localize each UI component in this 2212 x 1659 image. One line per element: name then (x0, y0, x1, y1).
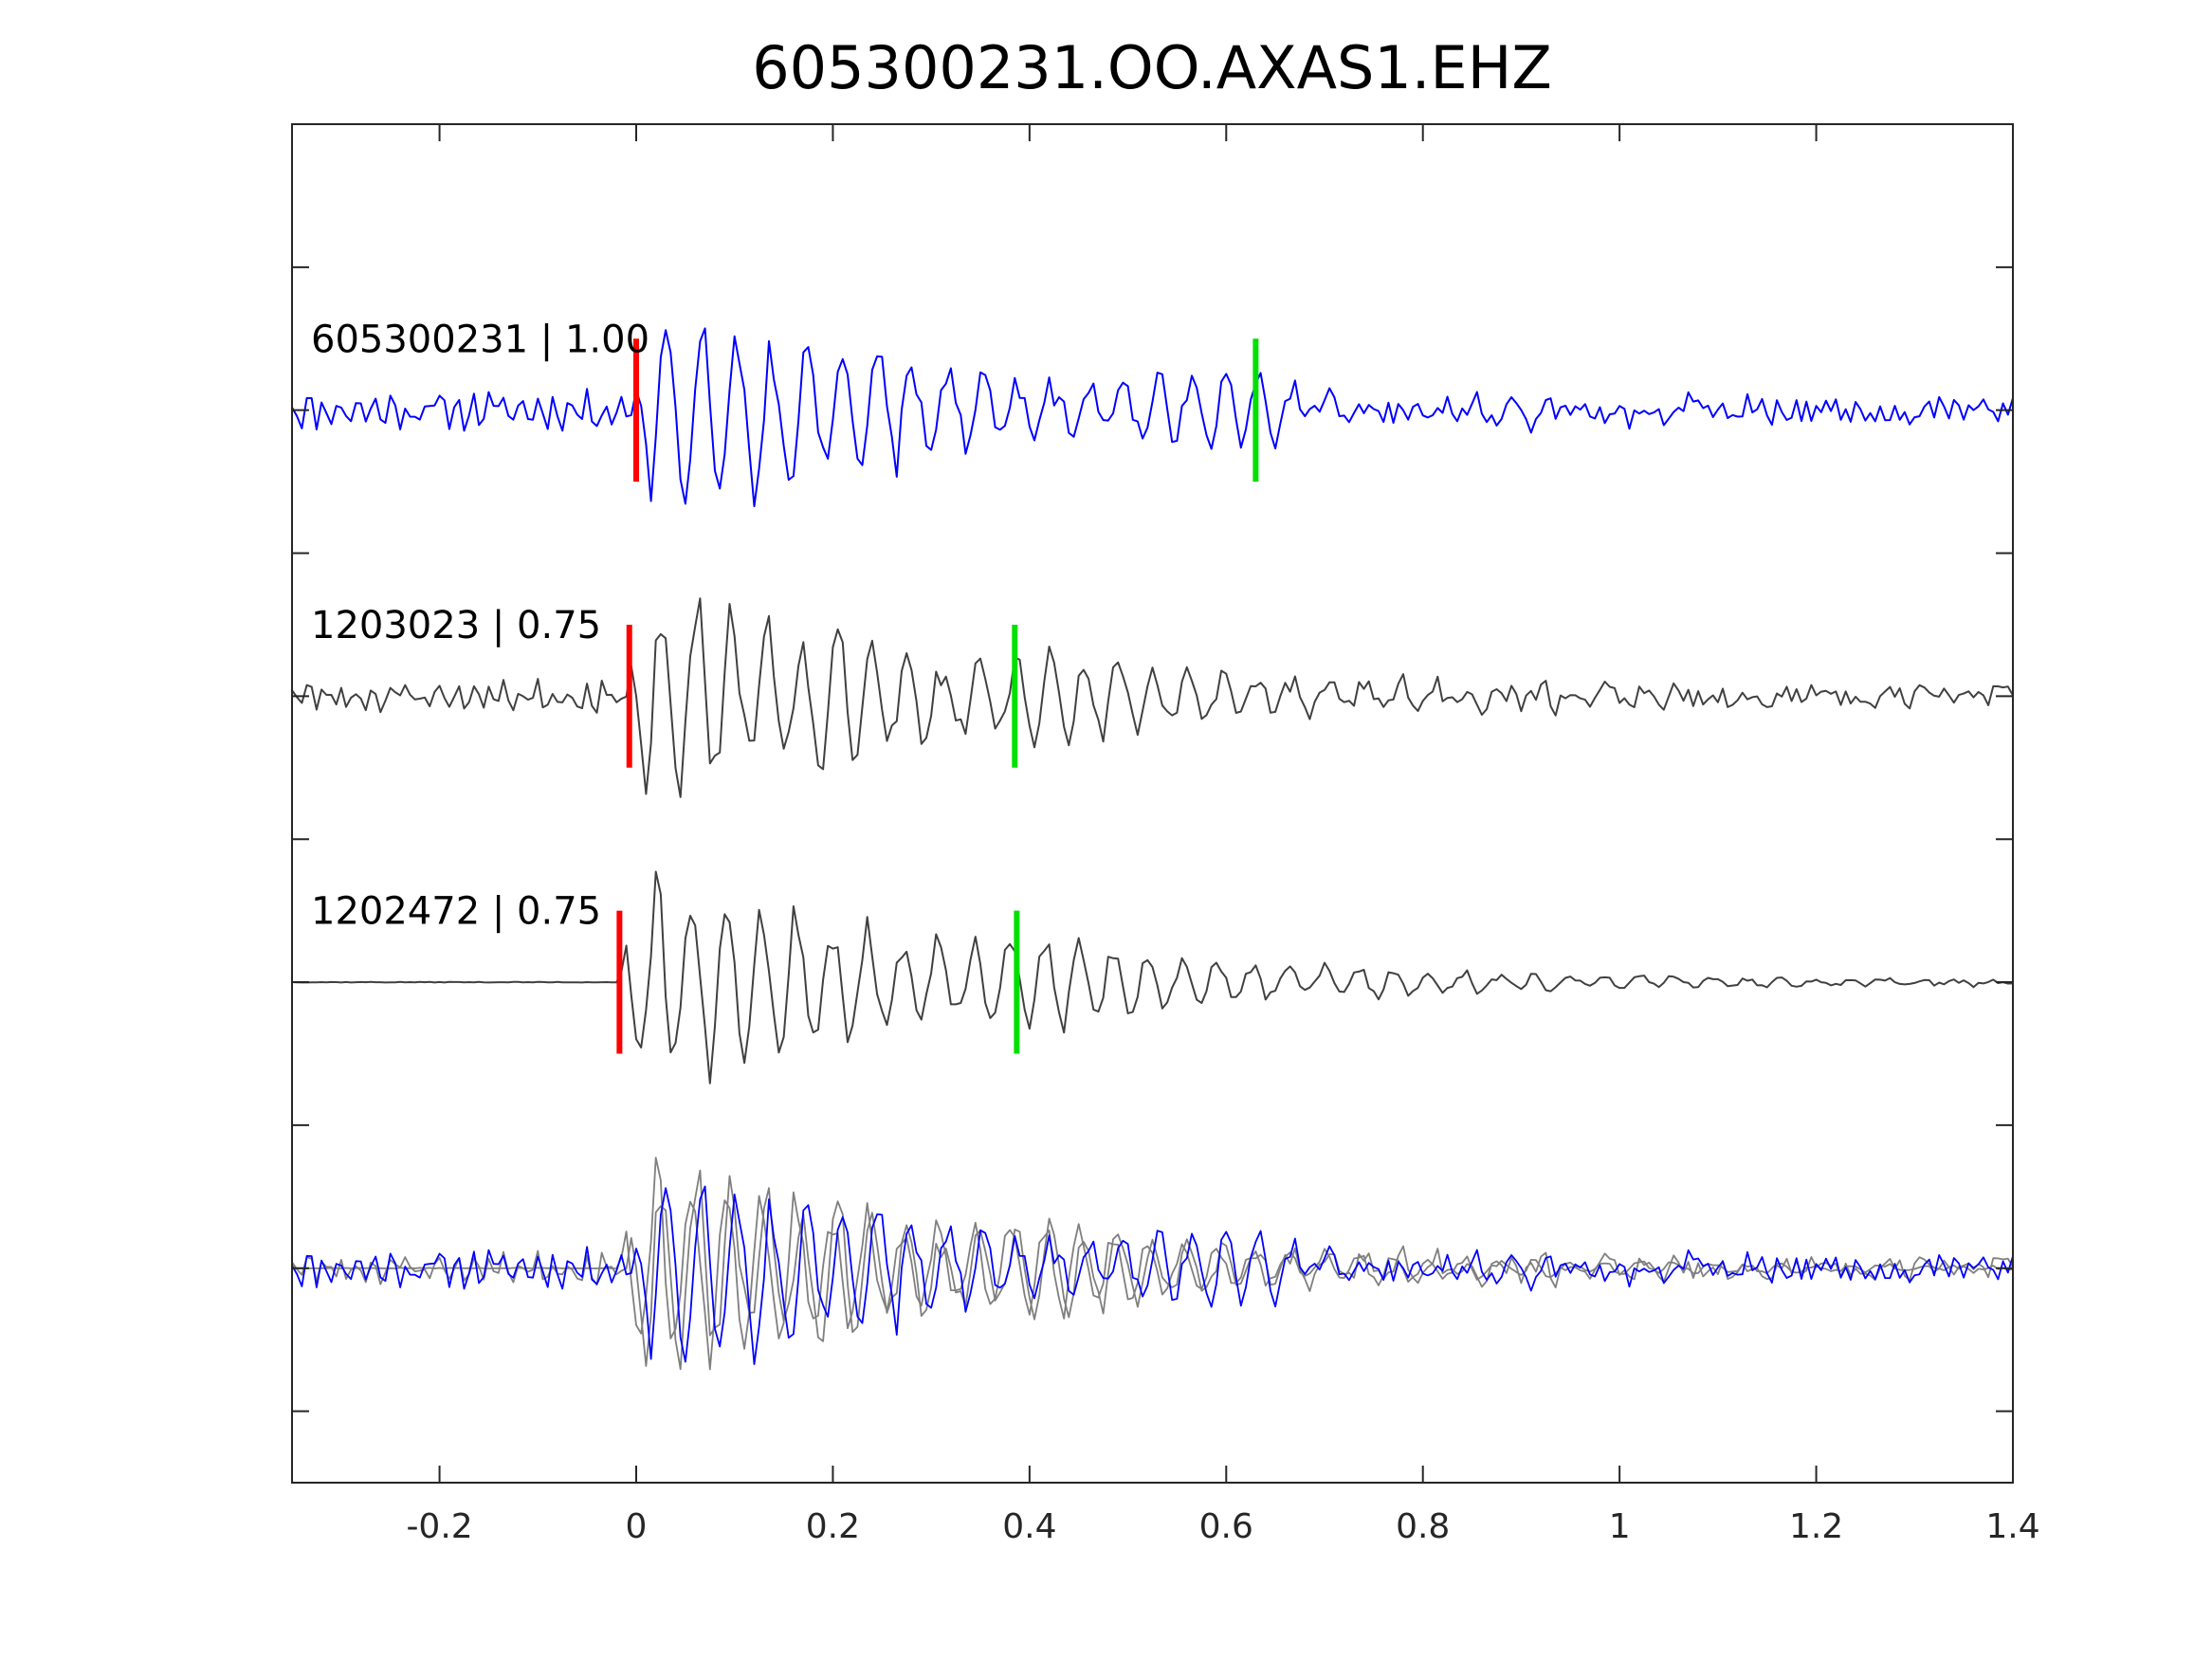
x-tick-label: 1.4 (1985, 1507, 2039, 1546)
x-tick-label: 0 (626, 1507, 648, 1546)
trace-line-1 (291, 327, 2014, 507)
overlay-trace-1 (291, 1185, 2014, 1365)
x-tick-label: 1 (1609, 1507, 1631, 1546)
trace-line-2 (291, 597, 2014, 798)
x-tick-label: -0.2 (406, 1507, 472, 1546)
trace-line-3 (291, 870, 2014, 1085)
plot-area-frame (291, 123, 2014, 1484)
trace-labels: 605300231 | 1.00 1203023 | 0.75 1202472 | … (311, 318, 649, 933)
trace-label-3: 1202472 | 0.75 (311, 890, 601, 934)
x-tick-label: 1.2 (1789, 1507, 1843, 1546)
x-tick-label: 0.6 (1199, 1507, 1253, 1546)
x-tick-label: 0.2 (806, 1507, 860, 1546)
trace-label-1: 605300231 | 1.00 (311, 318, 649, 361)
picks-layer (616, 338, 1259, 1054)
x-tick-label: 0.4 (1002, 1507, 1056, 1546)
traces-layer (291, 327, 2014, 1371)
trace-label-2: 1203023 | 0.75 (311, 604, 601, 647)
x-tick-label: 0.8 (1396, 1507, 1450, 1546)
axis-ticks: -0.2 0 0.2 0.4 0.6 0.8 1 1.2 1.4 (292, 124, 2040, 1546)
chart-title: 605300231.OO.AXAS1.EHZ (752, 33, 1552, 102)
